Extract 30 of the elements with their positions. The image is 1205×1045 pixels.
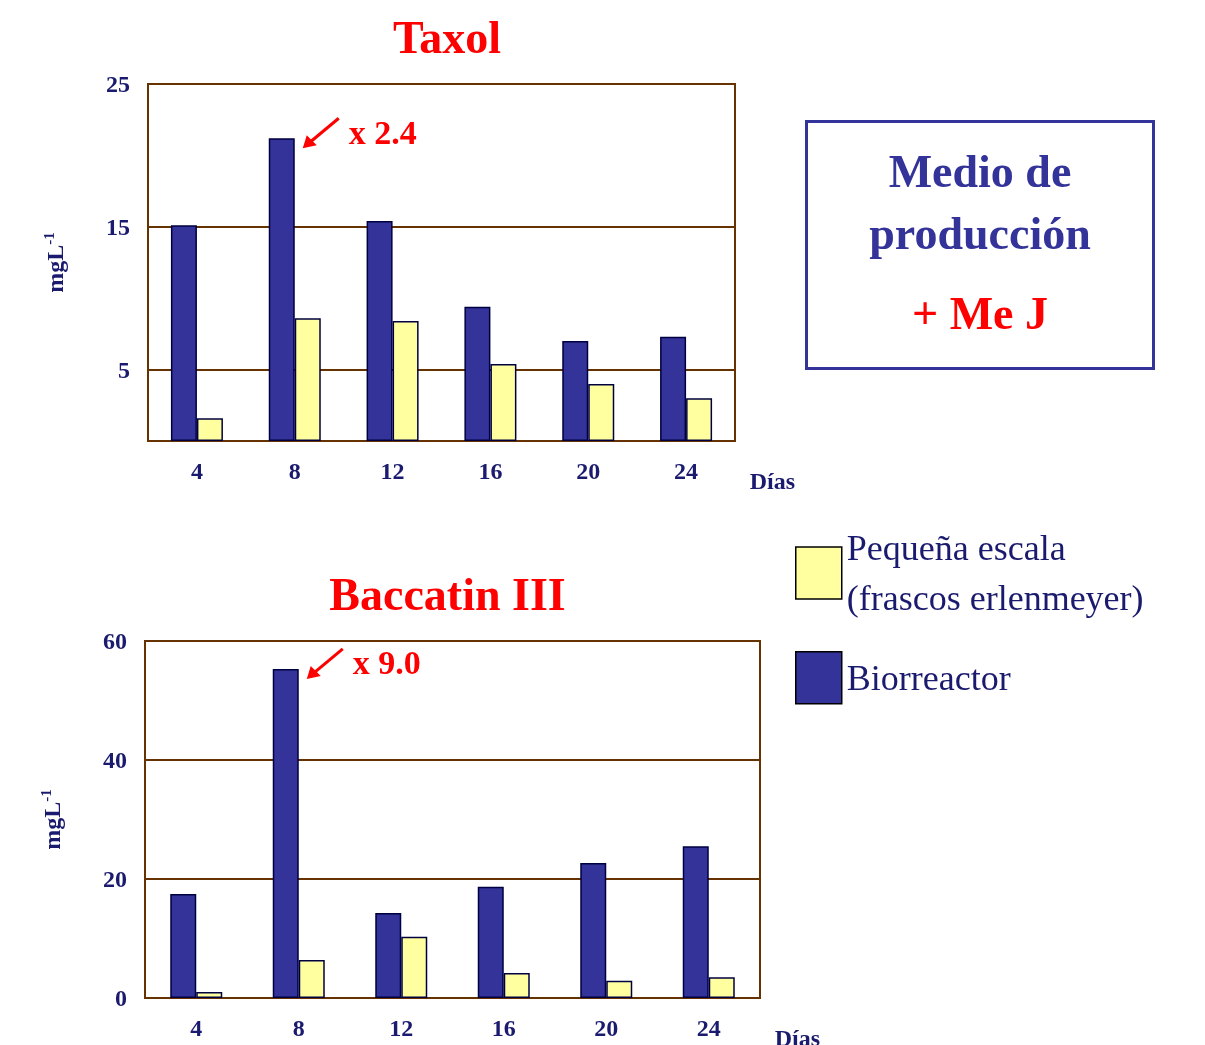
annotation: x 2.4 — [348, 113, 417, 151]
y-tick-label: 25 — [106, 71, 130, 97]
x-tick-label: 20 — [594, 1015, 619, 1041]
chart-title: Taxol — [392, 11, 502, 63]
x-tick-label: 24 — [674, 458, 699, 484]
x-tick-label: 4 — [190, 458, 203, 484]
x-axis-title: Días — [749, 468, 795, 494]
x-tick-label: 16 — [478, 458, 503, 484]
y-axis-title: mgL-1 — [37, 789, 65, 850]
legend-label: Biorreactor — [846, 657, 1011, 698]
x-tick-label: 20 — [576, 458, 601, 484]
x-tick-label: 16 — [491, 1015, 516, 1041]
y-tick-label: 40 — [103, 747, 127, 773]
x-tick-label: 8 — [288, 458, 301, 484]
x-tick-label: 12 — [380, 458, 405, 484]
text: Medio de producción — [868, 145, 1092, 261]
x-tick-label: 24 — [696, 1015, 721, 1041]
x-tick-label: 4 — [190, 1015, 203, 1041]
y-tick-label: 0 — [115, 985, 127, 1011]
y-tick-label: 20 — [103, 866, 127, 892]
text: + Me J — [910, 287, 1049, 340]
y-tick-label: 15 — [106, 213, 130, 240]
x-tick-label: 8 — [292, 1015, 305, 1041]
y-tick-label: 60 — [103, 628, 127, 654]
y-axis-title: mgL-1 — [40, 232, 68, 293]
x-tick-label: 12 — [389, 1015, 414, 1041]
chart-title: Baccatin III — [329, 568, 566, 620]
annotation: x 9.0 — [352, 644, 421, 682]
y-tick-label: 5 — [118, 356, 130, 383]
legend-label: Pequeña escala (frascos erlenmeyer) — [846, 528, 1144, 618]
